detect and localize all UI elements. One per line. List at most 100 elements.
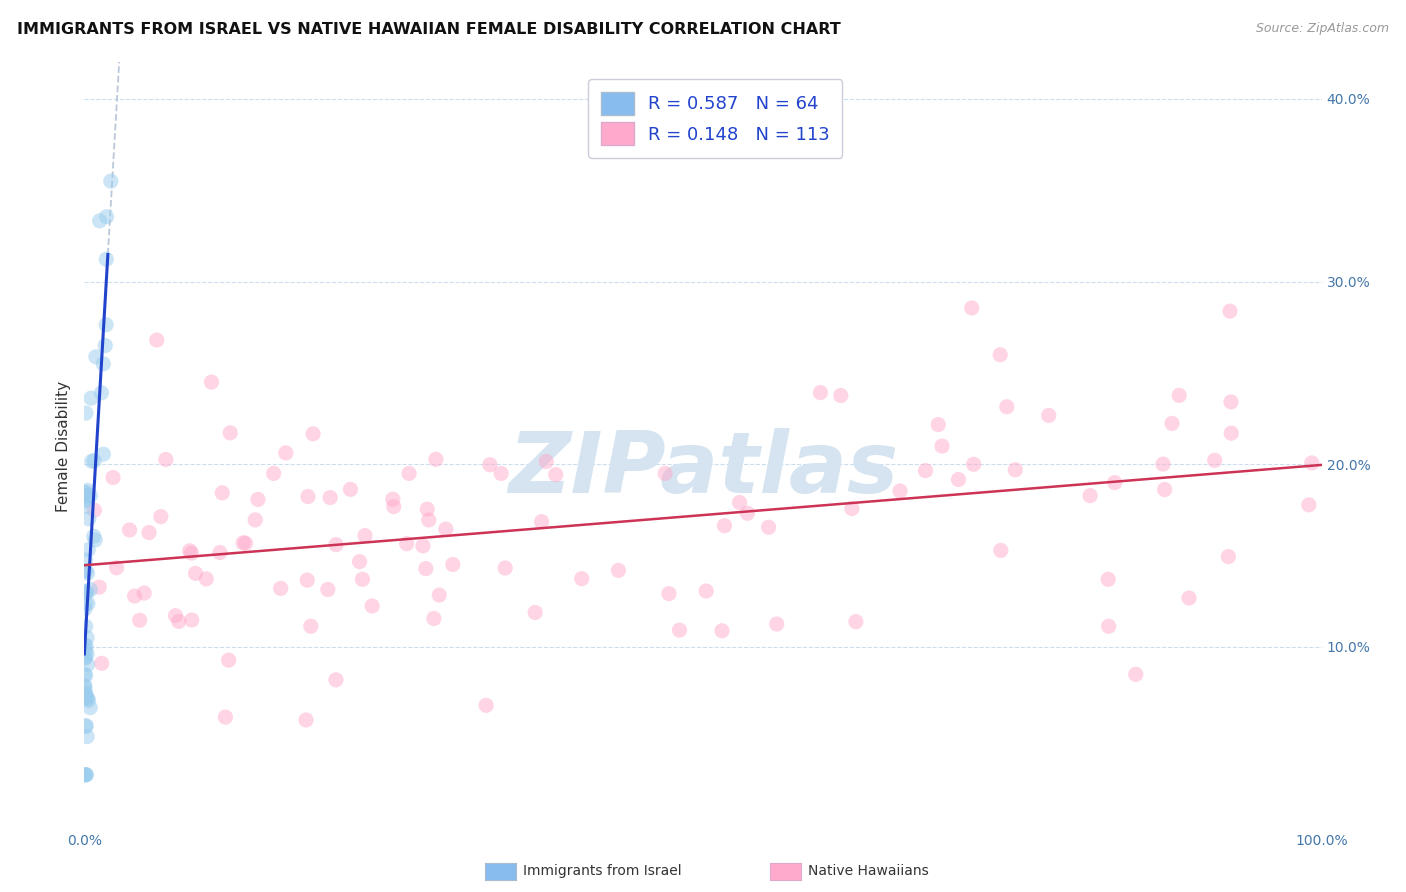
Point xyxy=(73,563,96,577)
Point xyxy=(218,653,240,667)
Point xyxy=(145,333,167,347)
Point xyxy=(76,647,98,661)
Point xyxy=(75,687,97,701)
Point xyxy=(361,599,384,613)
Point xyxy=(83,503,105,517)
Point xyxy=(990,543,1012,558)
Point xyxy=(1078,489,1101,503)
Point xyxy=(89,214,111,228)
Point xyxy=(79,582,101,597)
Point xyxy=(415,561,437,575)
Point xyxy=(73,768,96,782)
Point xyxy=(475,698,498,713)
Point xyxy=(1004,463,1026,477)
Point xyxy=(889,483,911,498)
Point xyxy=(75,489,97,503)
Point xyxy=(1168,388,1191,402)
Point xyxy=(607,563,630,577)
Point xyxy=(297,490,319,504)
Point xyxy=(118,523,141,537)
Point xyxy=(1220,395,1243,409)
Point xyxy=(100,174,122,188)
Point xyxy=(571,572,593,586)
Point xyxy=(381,492,404,507)
Point xyxy=(398,467,420,481)
Point xyxy=(75,651,97,665)
Point xyxy=(274,446,297,460)
Point xyxy=(73,768,96,782)
Point xyxy=(76,691,98,706)
Point xyxy=(263,467,285,481)
Point xyxy=(425,452,447,467)
Point xyxy=(1038,409,1060,423)
Point xyxy=(91,447,114,461)
Point xyxy=(1125,667,1147,681)
Point xyxy=(77,542,100,557)
Point xyxy=(77,512,100,526)
Point xyxy=(494,561,516,575)
Point xyxy=(76,566,98,581)
Point xyxy=(319,491,342,505)
Text: Immigrants from Israel: Immigrants from Israel xyxy=(523,864,682,879)
Point xyxy=(427,588,450,602)
Point xyxy=(75,406,97,420)
Point xyxy=(75,584,97,599)
Point xyxy=(79,489,101,503)
Point xyxy=(489,467,512,481)
Point xyxy=(713,518,735,533)
Point xyxy=(1104,475,1126,490)
Point xyxy=(845,615,868,629)
Text: ZIPatlas: ZIPatlas xyxy=(508,427,898,510)
Y-axis label: Female Disability: Female Disability xyxy=(56,380,72,512)
Point xyxy=(211,486,233,500)
Point xyxy=(90,385,112,400)
Point xyxy=(200,375,222,389)
Point xyxy=(478,458,501,472)
Point xyxy=(76,586,98,600)
Point xyxy=(536,454,558,468)
Point xyxy=(75,684,97,698)
Point xyxy=(758,520,780,534)
Point xyxy=(124,589,146,603)
Point xyxy=(75,768,97,782)
Point xyxy=(382,500,405,514)
Point xyxy=(76,730,98,744)
Point xyxy=(94,338,117,352)
Point xyxy=(73,638,96,652)
Point xyxy=(83,529,105,543)
Point xyxy=(75,585,97,599)
Point xyxy=(76,483,98,498)
Point xyxy=(77,597,100,611)
Point xyxy=(530,515,553,529)
Point xyxy=(138,525,160,540)
Point xyxy=(423,611,446,625)
Point xyxy=(728,495,751,509)
Point xyxy=(960,301,983,315)
Point xyxy=(75,597,97,611)
Point xyxy=(668,623,690,637)
Point xyxy=(963,457,986,471)
Point xyxy=(434,522,457,536)
Point xyxy=(658,586,681,600)
Point xyxy=(412,539,434,553)
Point xyxy=(89,580,111,594)
Point xyxy=(96,252,118,267)
Point xyxy=(179,543,201,558)
Point xyxy=(149,509,172,524)
Point xyxy=(180,613,202,627)
Point xyxy=(76,657,98,672)
Point xyxy=(524,606,547,620)
Point xyxy=(75,691,97,706)
Point xyxy=(219,425,242,440)
Point xyxy=(339,483,361,497)
Point xyxy=(167,615,190,629)
Point xyxy=(1097,619,1119,633)
Point xyxy=(1218,549,1240,564)
Point xyxy=(75,485,97,500)
Point xyxy=(325,538,347,552)
Point xyxy=(184,566,207,581)
Point xyxy=(75,718,97,732)
Point xyxy=(90,657,112,671)
Point xyxy=(83,453,105,467)
Point xyxy=(270,582,292,596)
